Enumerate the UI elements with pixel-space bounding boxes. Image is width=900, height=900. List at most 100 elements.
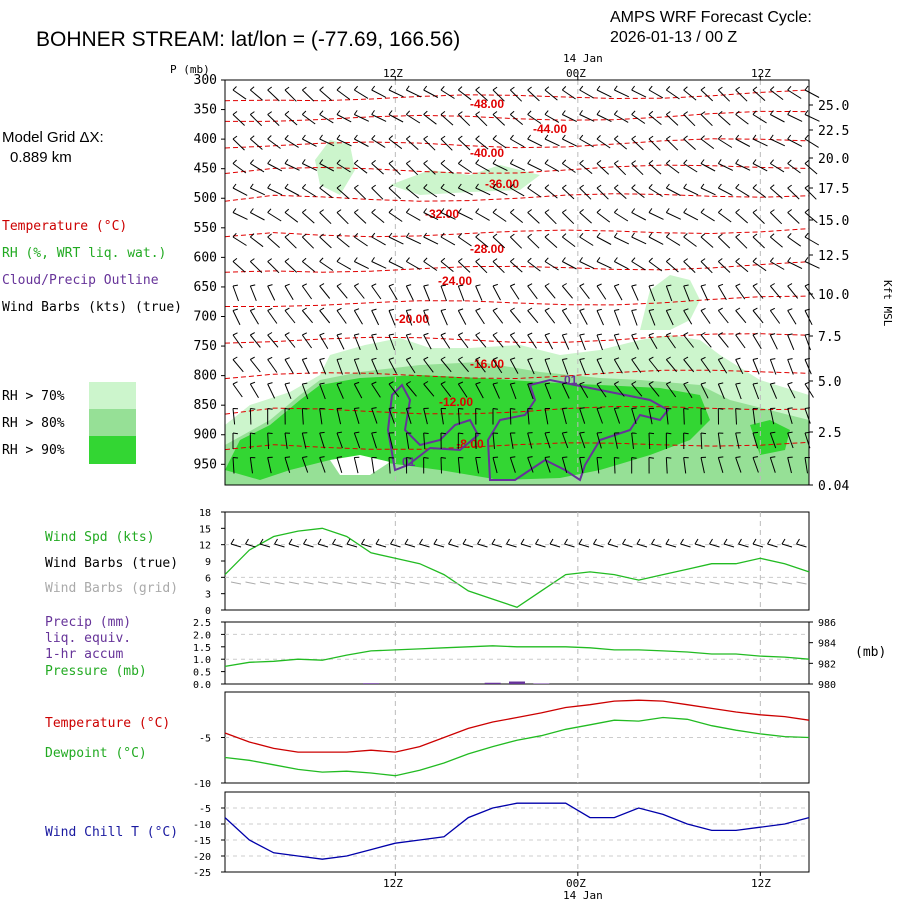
wind-barb-feather	[440, 111, 446, 115]
wind-barb-feather	[561, 257, 566, 262]
height-axis-title: Kft MSL	[881, 280, 894, 327]
wind-barb-feather	[735, 86, 740, 91]
wind-barb	[527, 138, 543, 147]
wind-barb-feather	[527, 159, 532, 164]
wind-barb	[648, 285, 656, 302]
wind-barb	[666, 89, 680, 100]
legend-rh90: RH > 90%	[2, 443, 65, 458]
wind-barb-feather	[232, 432, 238, 435]
wind-barb	[336, 89, 351, 100]
wind-barb	[735, 114, 749, 125]
wind-barb-feather	[718, 382, 724, 385]
wind-barb-true	[767, 543, 778, 548]
wind-barb-feather	[250, 111, 255, 115]
wind-barb	[804, 89, 820, 98]
wind-speed-line	[224, 527, 810, 609]
wind-barb	[457, 261, 471, 273]
wind-barb-feather	[353, 110, 358, 115]
wind-speed-legend: Wind Spd (kts)	[45, 530, 155, 545]
wind-barb-feather	[631, 184, 636, 189]
wind-barbs-true-legend: Wind Barbs (true)	[45, 556, 178, 571]
wind-barb-feather	[440, 85, 445, 91]
wind-barb-true-feather	[607, 538, 612, 545]
wind-barb	[596, 114, 612, 123]
legend-temperature: Temperature (°C)	[2, 219, 127, 234]
wind-barb	[353, 408, 360, 424]
wind-barb	[735, 261, 749, 273]
wind-barb-grid	[781, 581, 793, 585]
wind-barb-true-feather	[665, 538, 670, 545]
wind-barb-feather	[631, 407, 637, 409]
wind-barb	[614, 212, 629, 222]
height-tick-label: 5.0	[818, 375, 841, 390]
wind-barb	[492, 212, 507, 222]
wind-barb	[440, 408, 444, 425]
rh70-swatch	[89, 382, 136, 409]
wind-barb-feather	[510, 307, 515, 311]
wind-barb-grid	[564, 581, 575, 585]
wind-barb-feather	[683, 135, 688, 140]
wind-barb	[353, 310, 363, 325]
wind-barb	[319, 408, 323, 425]
wind-barb	[301, 310, 313, 324]
wind-barb-feather	[718, 233, 723, 238]
wind-barb-true-feather	[506, 538, 510, 545]
wind-barb	[440, 114, 454, 126]
wind-barb	[544, 187, 558, 199]
wind-barb-feather	[596, 283, 602, 287]
wind-barb	[561, 212, 575, 225]
wind-barb-feather	[458, 284, 464, 287]
wind-barb	[804, 187, 817, 200]
wind-barb-feather	[388, 357, 394, 360]
wind-barb	[562, 138, 577, 147]
wind-barb	[423, 187, 438, 198]
wind-barb-feather	[302, 233, 307, 238]
forecast-cycle-label: AMPS WRF Forecast Cycle:	[610, 9, 812, 26]
wind-barb-feather	[544, 209, 550, 213]
wind-barb-feather	[371, 160, 376, 164]
wind-barb-true	[796, 543, 807, 548]
wind-barb	[492, 334, 504, 348]
value-tick-label: 2.5	[193, 618, 211, 629]
wind-barb-true	[288, 543, 300, 548]
wind-barb	[787, 89, 802, 99]
wind-barb-true-feather	[448, 538, 452, 545]
wind-barb-feather	[423, 432, 429, 434]
wind-barb	[648, 261, 663, 272]
wind-barb-feather	[423, 381, 429, 385]
wind-barb-feather	[249, 208, 254, 213]
wind-barb-feather	[631, 356, 637, 360]
wind-barb	[613, 334, 621, 351]
wind-barb-grid	[259, 581, 271, 585]
wind-barb-feather	[700, 432, 707, 435]
wind-barb-feather	[336, 382, 343, 385]
wind-barb-true	[723, 543, 735, 548]
wind-barb	[267, 138, 281, 149]
wind-barb-feather	[423, 110, 428, 115]
wind-barb-feather	[406, 333, 412, 336]
wind-barb	[527, 187, 542, 198]
wind-barb-feather	[406, 284, 412, 287]
wind-barb	[232, 457, 235, 474]
wind-barb	[718, 114, 731, 126]
wind-barb-feather	[735, 233, 741, 238]
precip-pressure-frame	[224, 621, 810, 685]
wind-barb	[648, 432, 651, 450]
wind-barb	[301, 89, 315, 102]
wind-barb	[492, 187, 508, 196]
pressure-tick-label: 986	[818, 618, 836, 629]
wind-barb	[717, 432, 721, 449]
wind-barb-feather	[562, 184, 567, 189]
wind-barb-feather	[475, 208, 480, 213]
wind-barb	[613, 408, 621, 424]
value-tick-label: 3	[205, 590, 211, 601]
wind-barb-feather	[423, 309, 429, 311]
wind-barb	[770, 89, 784, 100]
wind-barb	[284, 334, 296, 348]
wind-barb	[249, 457, 253, 474]
wind-barb	[544, 310, 556, 324]
temperature-contour-label: -20.00	[395, 312, 429, 326]
wind-barb-feather	[544, 257, 549, 262]
pressure-tick-label: 450	[194, 162, 217, 177]
wind-barb	[527, 212, 540, 224]
